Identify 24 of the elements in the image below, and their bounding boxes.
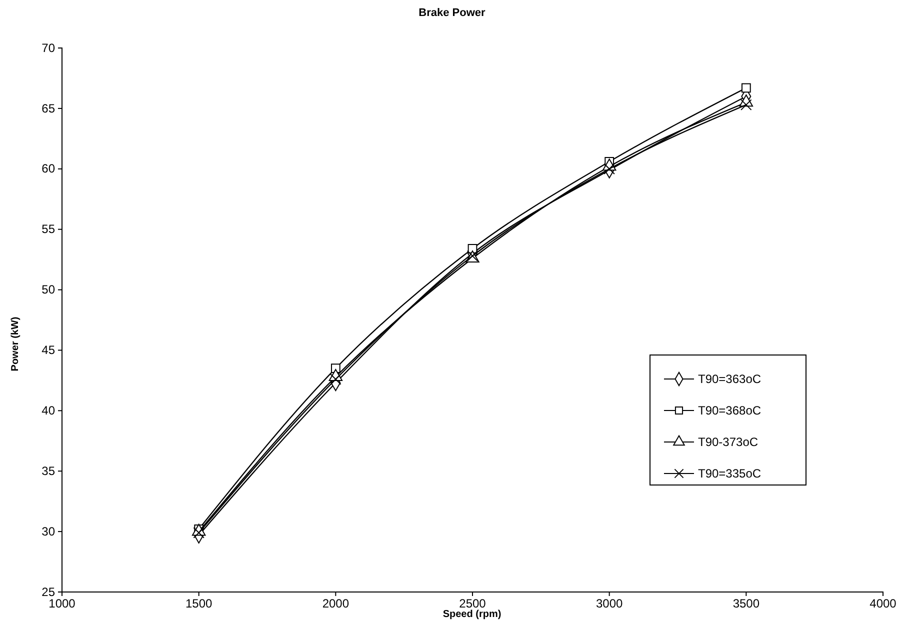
legend-label: T90=363oC xyxy=(698,372,762,386)
x-tick-label: 1500 xyxy=(185,596,213,611)
x-tick-label: 3000 xyxy=(596,596,624,611)
x-tick-label: 2500 xyxy=(459,596,486,611)
y-tick-label: 60 xyxy=(42,162,56,176)
y-axis-title: Power (kW) xyxy=(10,316,21,372)
x-tick-label: 4000 xyxy=(870,596,897,611)
y-tick-label: 40 xyxy=(42,404,56,418)
y-tick-label: 70 xyxy=(42,40,56,55)
chart-title: Brake Power xyxy=(418,7,486,19)
y-tick-label: 30 xyxy=(42,524,56,538)
x-axis-title: Speed (rpm) xyxy=(442,609,502,620)
x-tick-label: 2000 xyxy=(322,596,350,611)
x-tick-label: 1000 xyxy=(48,596,76,611)
legend-label: T90-373oC xyxy=(698,435,758,449)
legend-label: T90=368oC xyxy=(698,404,762,418)
x-tick-label: 3500 xyxy=(732,596,760,611)
y-tick-label: 65 xyxy=(42,101,56,116)
y-tick-label: 55 xyxy=(42,222,56,236)
y-tick-label: 25 xyxy=(42,584,56,599)
y-tick-label: 45 xyxy=(42,343,56,358)
y-tick-label: 35 xyxy=(42,464,56,478)
legend-label: T90=335oC xyxy=(698,466,762,480)
y-tick-label: 50 xyxy=(42,282,56,297)
